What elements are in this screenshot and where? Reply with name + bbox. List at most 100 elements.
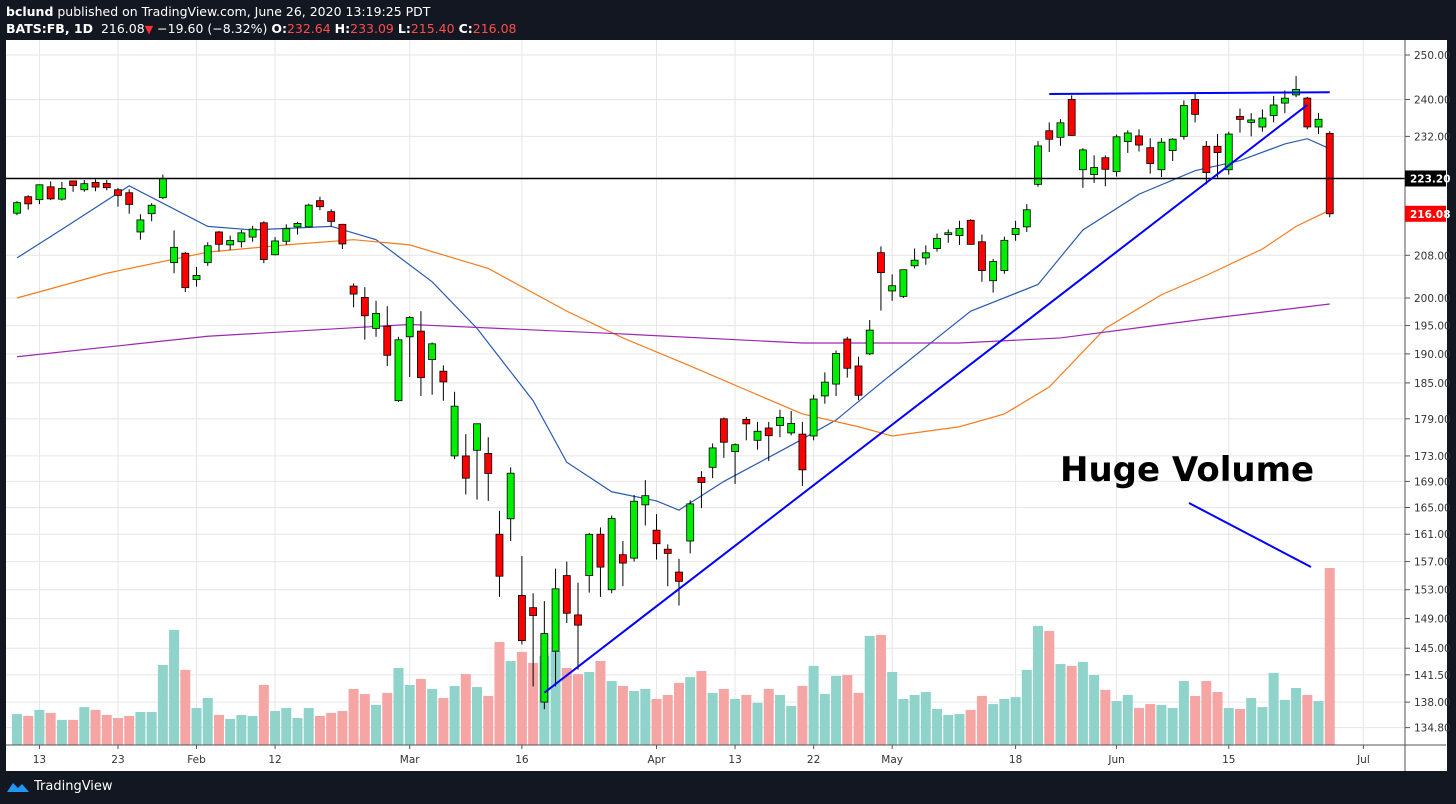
y-tick-label: 149.00 bbox=[1414, 614, 1451, 626]
volume-bar bbox=[1100, 689, 1111, 745]
volume-bar bbox=[707, 692, 718, 745]
volume-bar bbox=[404, 684, 415, 745]
candle-body bbox=[641, 495, 650, 506]
volume-bar bbox=[34, 709, 45, 745]
candle-body bbox=[787, 423, 796, 434]
grid bbox=[6, 40, 1405, 745]
volume-bar bbox=[1156, 704, 1167, 745]
candle-body bbox=[854, 365, 863, 396]
volume-bar bbox=[236, 714, 247, 745]
volume-bar bbox=[1302, 694, 1313, 745]
candle-body bbox=[731, 444, 739, 452]
volume-bar bbox=[1201, 681, 1212, 745]
candle-body bbox=[809, 398, 818, 437]
annotation-arrow-line[interactable] bbox=[1188, 502, 1312, 568]
volume-bar bbox=[875, 634, 886, 745]
volume-bar bbox=[494, 641, 505, 745]
candle-body bbox=[1213, 145, 1222, 153]
x-tick-label: 15 bbox=[1222, 754, 1235, 766]
volume-bar bbox=[270, 711, 281, 745]
y-tick-label: 173.00 bbox=[1414, 451, 1451, 463]
volume-bar bbox=[483, 695, 494, 745]
huge-volume-annotation[interactable]: Huge Volume bbox=[1060, 450, 1314, 490]
candle-body bbox=[697, 477, 706, 483]
y-tick-label: 185.00 bbox=[1414, 378, 1451, 390]
y-tick-label: 250.00 bbox=[1414, 50, 1451, 62]
x-tick-label: 22 bbox=[807, 754, 820, 766]
candle-body bbox=[877, 252, 885, 274]
volume-bar bbox=[68, 719, 79, 745]
volume-bar bbox=[169, 629, 180, 745]
candle-body bbox=[820, 381, 829, 397]
x-tick-label: Jul bbox=[1356, 754, 1370, 766]
candle-body bbox=[349, 285, 358, 295]
candle-body bbox=[24, 196, 33, 205]
candle-body bbox=[865, 329, 874, 355]
candle-body bbox=[450, 405, 459, 457]
volume-bar bbox=[225, 718, 236, 745]
candle-body bbox=[888, 285, 897, 292]
candle-body bbox=[574, 614, 582, 626]
volume-bar bbox=[842, 674, 853, 745]
candle-body bbox=[551, 588, 560, 652]
candle-body bbox=[461, 455, 470, 479]
volume-bar bbox=[472, 687, 483, 745]
candle-body bbox=[910, 259, 919, 267]
volume-bar bbox=[573, 674, 583, 745]
volume-bar bbox=[797, 685, 808, 745]
volume-bar bbox=[853, 692, 864, 745]
volume-bar bbox=[763, 688, 774, 745]
volume-bar bbox=[965, 709, 976, 745]
candle-body bbox=[35, 184, 44, 201]
volume-bar bbox=[831, 675, 842, 745]
volume-bar bbox=[1257, 707, 1268, 745]
volume-bar bbox=[1324, 568, 1335, 745]
candle-body bbox=[383, 325, 392, 356]
candle-body bbox=[1146, 147, 1155, 164]
candle-body bbox=[372, 312, 380, 329]
candle-body bbox=[1236, 115, 1244, 120]
candle-body bbox=[360, 297, 369, 317]
candle-body bbox=[428, 343, 437, 361]
volume-bar bbox=[1246, 698, 1257, 745]
candle-body bbox=[1269, 104, 1278, 116]
open-label: O: bbox=[271, 21, 287, 36]
candle-body bbox=[1123, 132, 1132, 142]
low-value: 215.40 bbox=[410, 21, 455, 36]
volume-bar bbox=[135, 711, 146, 745]
author[interactable]: bclund bbox=[6, 4, 54, 19]
volume-bar bbox=[988, 704, 999, 745]
volume-bar bbox=[1212, 691, 1223, 745]
volume-bar bbox=[617, 685, 628, 745]
volume-bar bbox=[90, 709, 101, 745]
candle-body bbox=[596, 533, 605, 568]
volume-bar bbox=[56, 719, 67, 745]
x-tick-label: 12 bbox=[268, 754, 281, 766]
candle-body bbox=[136, 219, 145, 233]
candle-body bbox=[1179, 105, 1188, 137]
volume-bar bbox=[685, 677, 696, 745]
candle-body bbox=[192, 275, 201, 281]
open-value: 232.64 bbox=[286, 21, 331, 36]
x-tick-label: Feb bbox=[187, 754, 206, 766]
volume-bar bbox=[730, 698, 741, 745]
volume-bar bbox=[1010, 697, 1021, 745]
x-tick-label: Jun bbox=[1107, 754, 1124, 766]
candle-body bbox=[495, 533, 504, 577]
volume-bar bbox=[1077, 661, 1088, 745]
candle-body bbox=[170, 246, 178, 264]
candle-body bbox=[776, 416, 784, 426]
volume-bar bbox=[1313, 701, 1324, 745]
volume-bar bbox=[314, 715, 325, 745]
candle-body bbox=[304, 204, 313, 228]
volume-bar bbox=[460, 674, 471, 745]
volume-bar bbox=[1167, 708, 1178, 745]
candle-body bbox=[832, 353, 840, 385]
candle-body bbox=[1258, 117, 1267, 128]
candle-body bbox=[69, 180, 77, 186]
volume-bar bbox=[213, 714, 224, 745]
volume-bar bbox=[1066, 665, 1077, 745]
candle-body bbox=[652, 529, 661, 545]
candle-body bbox=[1000, 239, 1009, 271]
